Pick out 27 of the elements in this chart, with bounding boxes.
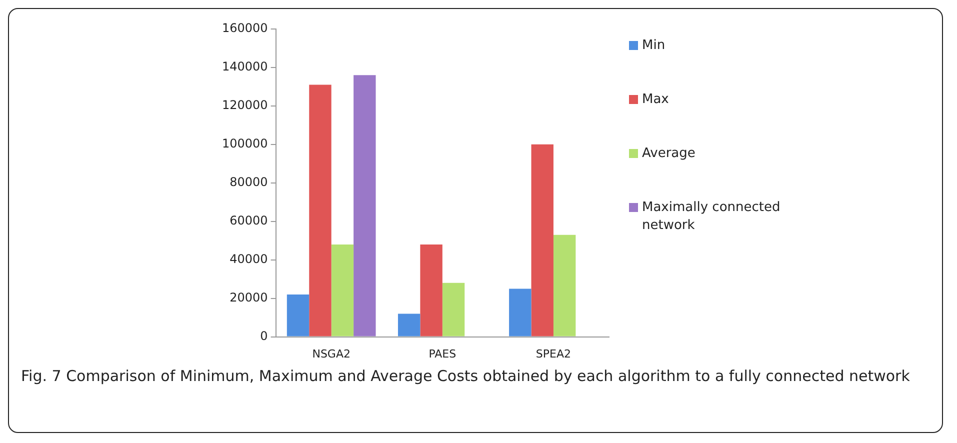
bar <box>553 234 576 336</box>
y-tick-label: 60000 <box>230 214 268 228</box>
bar <box>420 244 442 336</box>
legend-label: Min <box>642 37 666 55</box>
legend-label: Average <box>642 145 696 163</box>
x-tick-label: PAES <box>428 347 456 360</box>
bar <box>531 144 554 336</box>
legend-label: Max <box>642 91 669 109</box>
bar <box>509 288 532 336</box>
y-tick-label: 120000 <box>222 98 268 112</box>
legend-label: Maximally connected network <box>642 199 782 235</box>
y-tick-label: 40000 <box>230 252 268 266</box>
bar <box>398 314 420 336</box>
bar <box>442 282 465 336</box>
y-tick-label: 20000 <box>230 290 268 304</box>
y-tick-label: 0 <box>260 328 268 343</box>
y-tick-label: 100000 <box>222 136 268 151</box>
y-tick-label: 140000 <box>222 60 268 74</box>
x-tick-label: NSGA2 <box>312 347 350 360</box>
y-tick-label: 80000 <box>230 175 268 190</box>
y-tick-label: 160000 <box>222 21 268 36</box>
bar <box>309 84 332 336</box>
bar <box>331 244 354 336</box>
bar <box>286 294 310 336</box>
caption: Fig. 7 Comparison of Minimum, Maximum and Average Costs obtained by each algorithm to a fully connected network <box>20 366 911 387</box>
bar <box>354 75 376 336</box>
x-tick-label: SPEA2 <box>536 347 572 360</box>
